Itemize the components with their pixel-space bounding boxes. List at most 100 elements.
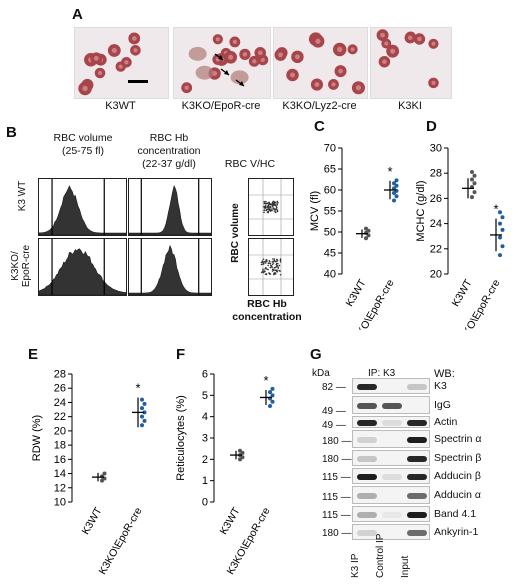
blot-band [357,384,377,390]
y-tick-label: 14 [54,468,66,480]
cell-event [274,260,276,262]
cell-event [276,258,278,261]
cell-event [271,266,273,268]
y-tick-label: 20 [54,425,66,437]
y-tick-label: 45 [324,248,336,260]
data-point [364,236,368,241]
cell-event [268,208,270,211]
y-axis-label: MCHC (g/dl) [415,180,427,241]
data-point [268,404,272,408]
category-label: K3WT [218,505,243,537]
cell-event [271,203,273,206]
cell-event [274,204,276,207]
y-tick-label: 30 [430,143,442,155]
cell-event [266,206,269,208]
y-tick-label: 65 [324,164,336,176]
band-label: IgG [434,399,451,411]
blot-band [357,456,377,462]
rbc-cell-center [380,32,385,38]
blot-band [407,512,427,518]
micrograph-k3ko-lyz2 [273,27,368,99]
data-point [500,244,505,249]
scatter-ylabel: RBC volume [230,203,241,263]
data-point [102,471,107,476]
y-tick-label: 6 [202,369,208,381]
cell-event [267,264,269,267]
histogram-hb-ko [128,238,212,296]
y-tick-label: 70 [324,143,336,155]
rbc-cell-center [294,54,300,60]
cell-event [260,263,263,266]
data-point [498,221,502,226]
blot-strip [352,430,430,448]
band-label: Band 4.1 [434,508,477,520]
caption-k3ki: K3KI [398,100,422,112]
scale-bar [128,80,148,83]
cell-event [263,200,265,203]
rbc-cell-center [382,59,387,65]
cell-event [266,208,269,211]
data-point [270,386,275,391]
cell-event [279,261,282,263]
rbc-cell-center [93,55,99,61]
blot-strip [352,506,430,522]
cell-event [265,268,268,270]
blot-band [357,493,377,499]
cell-event [272,207,275,209]
irregular-cell [195,65,214,80]
data-point [364,226,368,231]
rbc-cell-center [82,85,88,92]
band-label: Spectrin α [434,433,482,445]
cell-event [273,210,276,212]
rbc-cell-center [290,72,296,78]
kda-marker: 82 — [322,382,346,393]
y-tick-label: 2 [202,454,208,466]
cell-event [271,207,273,209]
cell-event [260,261,263,264]
data-point [394,183,399,188]
rbc-cell-center [278,52,283,58]
cell-event [273,273,276,275]
arrow-icon [214,53,224,61]
cell-event [269,262,272,265]
data-point [142,418,147,423]
blot-band [357,403,377,409]
y-tick-label: 10 [54,497,66,509]
caption-k3wt: K3WT [105,100,136,112]
cell-event [268,206,271,208]
data-point [140,414,144,419]
panel-d-label: D [426,118,437,135]
micrograph-k3ki [370,27,452,99]
blot-band [357,512,377,518]
cell-event [264,268,266,270]
y-axis-label: RDW (%) [31,415,43,461]
data-point [268,390,272,395]
row-label-k3wt: K3 WT [17,180,28,212]
data-point [394,178,399,183]
rbc-cell-center [133,48,138,53]
data-point [366,233,371,238]
scatter-vhc-ko [248,238,294,296]
cell-event [274,211,277,213]
data-point [394,194,399,199]
y-tick-label: 24 [54,397,66,409]
rbc-cell-center [111,47,117,54]
band-label: Spectrin β [434,452,482,464]
irregular-cell [230,70,249,85]
cell-event [274,273,277,275]
cell-event [262,258,265,261]
y-tick-label: 0 [202,497,208,509]
data-point [142,410,147,415]
cell-event [264,262,267,264]
data-point [140,397,144,402]
cell-event [275,206,278,209]
y-tick-label: 50 [324,227,336,239]
blot-band [382,403,402,409]
rbc-cell-center [215,37,220,42]
band-label: Ankyrin-1 [434,526,479,538]
rbc-cell-center [350,47,355,52]
chart-rdw: 10 12 14 16 18 20 22 24 26 28 RDW (%) K3WT * K3KO\Epo… [31,369,147,577]
blot-strip [352,524,430,540]
